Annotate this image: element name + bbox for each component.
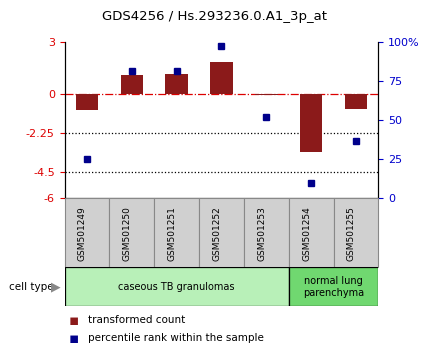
Text: GSM501252: GSM501252 — [212, 206, 221, 261]
Text: normal lung
parenchyma: normal lung parenchyma — [303, 276, 364, 298]
Text: GSM501249: GSM501249 — [78, 206, 87, 261]
Text: GSM501254: GSM501254 — [302, 206, 311, 261]
Text: GSM501253: GSM501253 — [257, 206, 266, 261]
Bar — [166, 74, 188, 95]
Text: GSM501255: GSM501255 — [347, 206, 356, 261]
Bar — [64, 267, 289, 306]
Bar — [244, 198, 289, 267]
Bar — [345, 95, 367, 109]
Bar — [210, 62, 233, 95]
Bar — [154, 198, 199, 267]
Bar — [120, 75, 143, 95]
Bar — [64, 198, 109, 267]
Bar — [334, 198, 378, 267]
Text: ▪: ▪ — [69, 313, 79, 328]
Bar — [199, 198, 244, 267]
Text: caseous TB granulomas: caseous TB granulomas — [118, 282, 235, 292]
Bar — [289, 198, 334, 267]
Text: GSM501251: GSM501251 — [168, 206, 177, 261]
Text: transformed count: transformed count — [88, 315, 185, 325]
Text: GDS4256 / Hs.293236.0.A1_3p_at: GDS4256 / Hs.293236.0.A1_3p_at — [102, 10, 328, 23]
Text: ▪: ▪ — [69, 331, 79, 346]
Text: GSM501250: GSM501250 — [123, 206, 132, 261]
Bar — [76, 95, 98, 110]
Bar — [300, 95, 322, 152]
Bar — [289, 267, 378, 306]
Text: percentile rank within the sample: percentile rank within the sample — [88, 333, 264, 343]
Bar — [109, 198, 154, 267]
Text: cell type: cell type — [9, 282, 53, 292]
Text: ▶: ▶ — [51, 280, 60, 293]
